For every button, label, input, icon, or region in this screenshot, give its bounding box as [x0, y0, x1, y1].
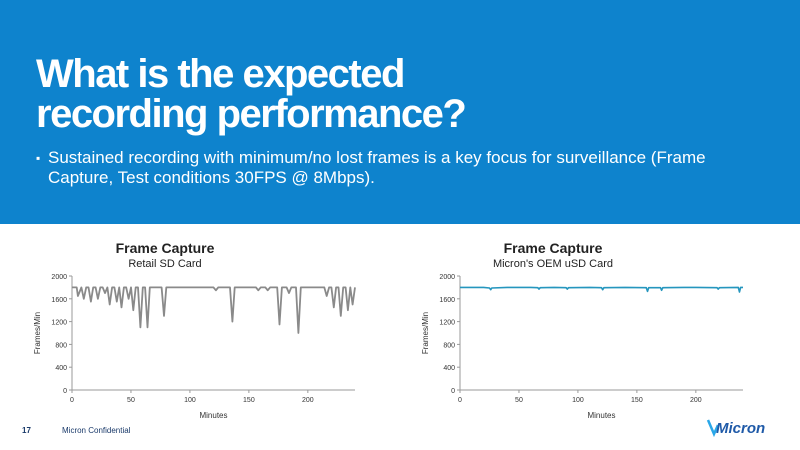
y-tick-label: 1600 [51, 297, 67, 304]
x-tick-label: 200 [690, 397, 702, 404]
title-banner: What is the expected recording performan… [0, 0, 800, 224]
micron-logo: Micron [706, 419, 765, 438]
series-line [460, 286, 743, 293]
chart-oem-usd: Frame Capture Micron's OEM uSD Card 0 400… [398, 232, 743, 432]
y-tick-label: 1600 [439, 297, 455, 304]
y-tick-label: 0 [451, 388, 455, 395]
x-tick-label: 150 [631, 397, 643, 404]
logo-mark-icon [706, 419, 720, 438]
bullet-marker: ▪ [36, 151, 41, 165]
x-axis-label: Minutes [199, 411, 227, 420]
chart-plot-area: 0 400 800 1200 1600 2000 0 50 100 150 200 Minutes Fr… [33, 274, 356, 420]
x-tick-label: 0 [70, 397, 74, 404]
y-tick-label: 800 [443, 342, 455, 349]
y-tick-label: 2000 [439, 274, 455, 281]
y-tick-label: 0 [63, 388, 67, 395]
bullet-point: ▪ Sustained recording with minimum/no lo… [36, 148, 748, 188]
y-tick-label: 2000 [51, 274, 67, 281]
chart-retail-sd: Frame Capture Retail SD Card 0 400 800 1200… [10, 232, 356, 432]
x-tick-label: 50 [127, 397, 135, 404]
y-tick-label: 400 [55, 365, 67, 372]
confidential-label: Micron Confidential [62, 426, 131, 435]
x-tick-label: 100 [572, 397, 584, 404]
chart-subtitle: Retail SD Card [128, 258, 202, 270]
y-axis-label: Frames/Min [421, 312, 430, 354]
y-axis-label: Frames/Min [33, 312, 42, 354]
x-tick-label: 100 [184, 397, 196, 404]
slide-title-line-1: What is the expected [36, 52, 405, 96]
slide-title: What is the expected recording performan… [36, 52, 467, 136]
y-tick-label: 800 [55, 342, 67, 349]
chart-title: Frame Capture [503, 240, 603, 256]
x-tick-label: 0 [458, 397, 462, 404]
chart-subtitle: Micron's OEM uSD Card [492, 258, 614, 270]
chart-title: Frame Capture [115, 240, 215, 256]
x-axis-label: Minutes [587, 411, 615, 420]
x-tick-label: 150 [243, 397, 255, 404]
x-tick-label: 200 [302, 397, 314, 404]
y-tick-label: 400 [443, 365, 455, 372]
logo-text: Micron [716, 420, 765, 437]
y-tick-label: 1200 [439, 320, 455, 327]
series-line [72, 286, 356, 334]
chart-plot-area: 0 400 800 1200 1600 2000 0 50 100 150 200 Minutes Fr… [421, 274, 743, 420]
slide-title-line-2: recording performance? [36, 92, 467, 136]
y-tick-label: 1200 [51, 320, 67, 327]
x-tick-label: 50 [515, 397, 523, 404]
bullet-text: Sustained recording with minimum/no lost… [48, 148, 706, 187]
page-number: 17 [22, 426, 31, 435]
